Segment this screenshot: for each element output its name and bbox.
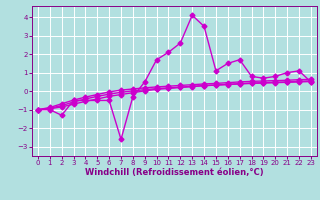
X-axis label: Windchill (Refroidissement éolien,°C): Windchill (Refroidissement éolien,°C) <box>85 168 264 177</box>
